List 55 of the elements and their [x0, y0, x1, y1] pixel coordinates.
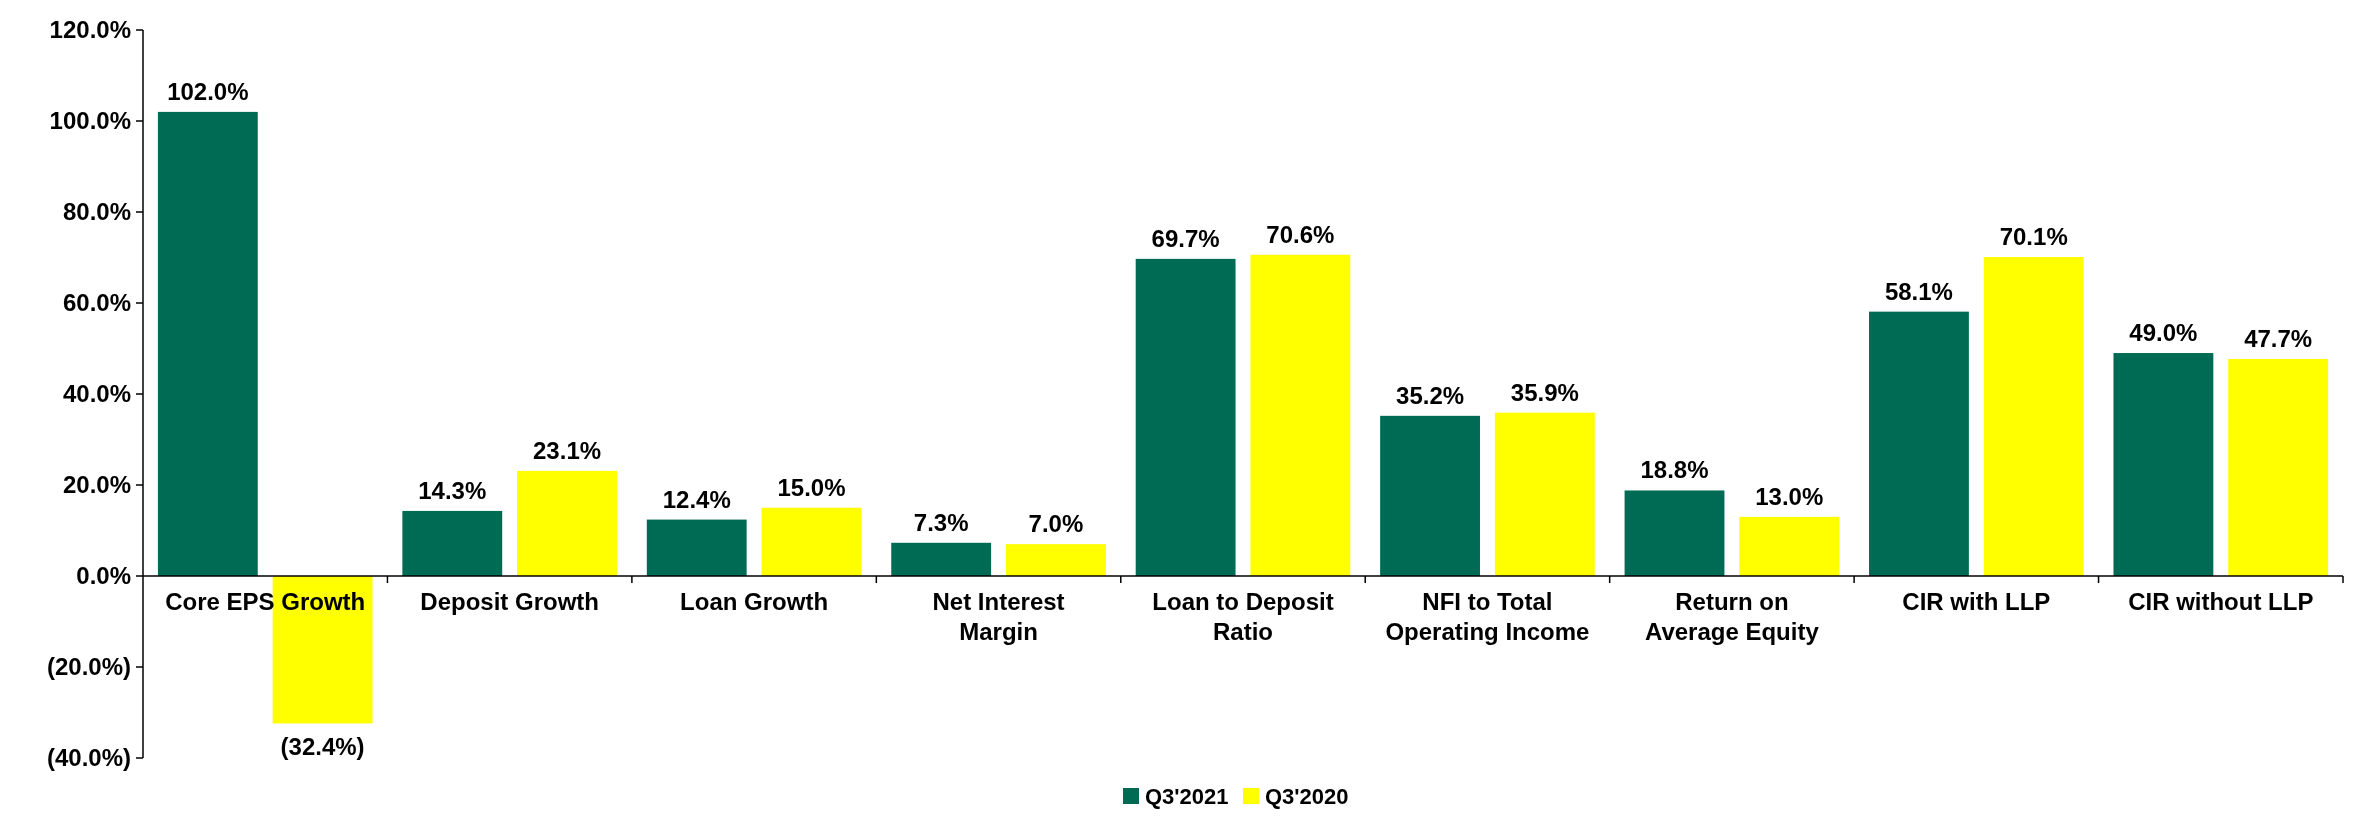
x-tick-label: Deposit Growth	[420, 588, 599, 615]
y-tick-label: (20.0%)	[46, 653, 131, 681]
y-tick-label: 100.0%	[49, 107, 131, 135]
x-tick-label: Loan to Deposit Ratio	[1152, 588, 1334, 645]
data-label: 70.1%	[1999, 223, 2068, 251]
x-tick-label: Loan Growth	[680, 588, 829, 615]
bar	[1869, 311, 1969, 576]
data-label: 23.1%	[533, 436, 602, 464]
data-label: 12.4%	[662, 485, 731, 513]
x-tick-label: CIR with LLP	[1902, 588, 2051, 615]
x-tick-label: NFI to Total Operating Income	[1385, 588, 1590, 645]
bar	[2228, 358, 2329, 576]
bar	[517, 470, 617, 576]
data-label: 35.9%	[1510, 378, 1579, 406]
bar	[646, 519, 747, 576]
bar	[272, 576, 373, 724]
bar	[402, 510, 503, 576]
data-label: 35.2%	[1396, 381, 1465, 409]
data-label: 49.0%	[2129, 319, 2198, 347]
bar	[1983, 257, 2084, 576]
bar	[1739, 516, 1840, 576]
bar	[1624, 490, 1725, 576]
data-label: (32.4%)	[280, 733, 365, 761]
data-label: 102.0%	[167, 77, 249, 105]
bar	[1135, 258, 1236, 576]
bar	[1250, 254, 1351, 576]
bar	[1494, 412, 1595, 576]
data-label: 58.1%	[1884, 277, 1953, 305]
y-tick-label: 20.0%	[62, 471, 131, 499]
data-label: 14.3%	[418, 476, 487, 504]
data-label: 70.6%	[1266, 220, 1335, 248]
data-label: 15.0%	[777, 473, 846, 501]
x-tick-label: CIR without LLP	[2128, 588, 2314, 615]
data-label: 7.3%	[913, 508, 969, 536]
bar	[2113, 353, 2214, 576]
y-tick-label: 0.0%	[76, 562, 131, 590]
y-tick-label: 120.0%	[49, 16, 131, 44]
data-label: 18.8%	[1640, 456, 1709, 484]
data-label: 7.0%	[1028, 510, 1084, 538]
y-tick-label: (40.0%)	[46, 744, 131, 772]
y-tick-label: 80.0%	[62, 198, 131, 226]
data-label: 47.7%	[2244, 324, 2313, 352]
bar	[157, 111, 258, 576]
bar	[761, 507, 862, 576]
data-label: 69.7%	[1151, 224, 1220, 252]
bar	[1380, 415, 1480, 576]
x-tick-label: Return on Average Equity	[1644, 588, 1820, 645]
bar	[891, 542, 992, 576]
data-label: 13.0%	[1755, 482, 1824, 510]
bar	[1006, 544, 1106, 576]
y-tick-label: 40.0%	[62, 380, 131, 408]
y-tick-label: 60.0%	[62, 289, 131, 317]
legend-label: Q3'2021	[1145, 784, 1229, 809]
x-tick-label: Net Interest Margin	[932, 588, 1065, 645]
legend-label: Q3'2020	[1265, 784, 1349, 809]
